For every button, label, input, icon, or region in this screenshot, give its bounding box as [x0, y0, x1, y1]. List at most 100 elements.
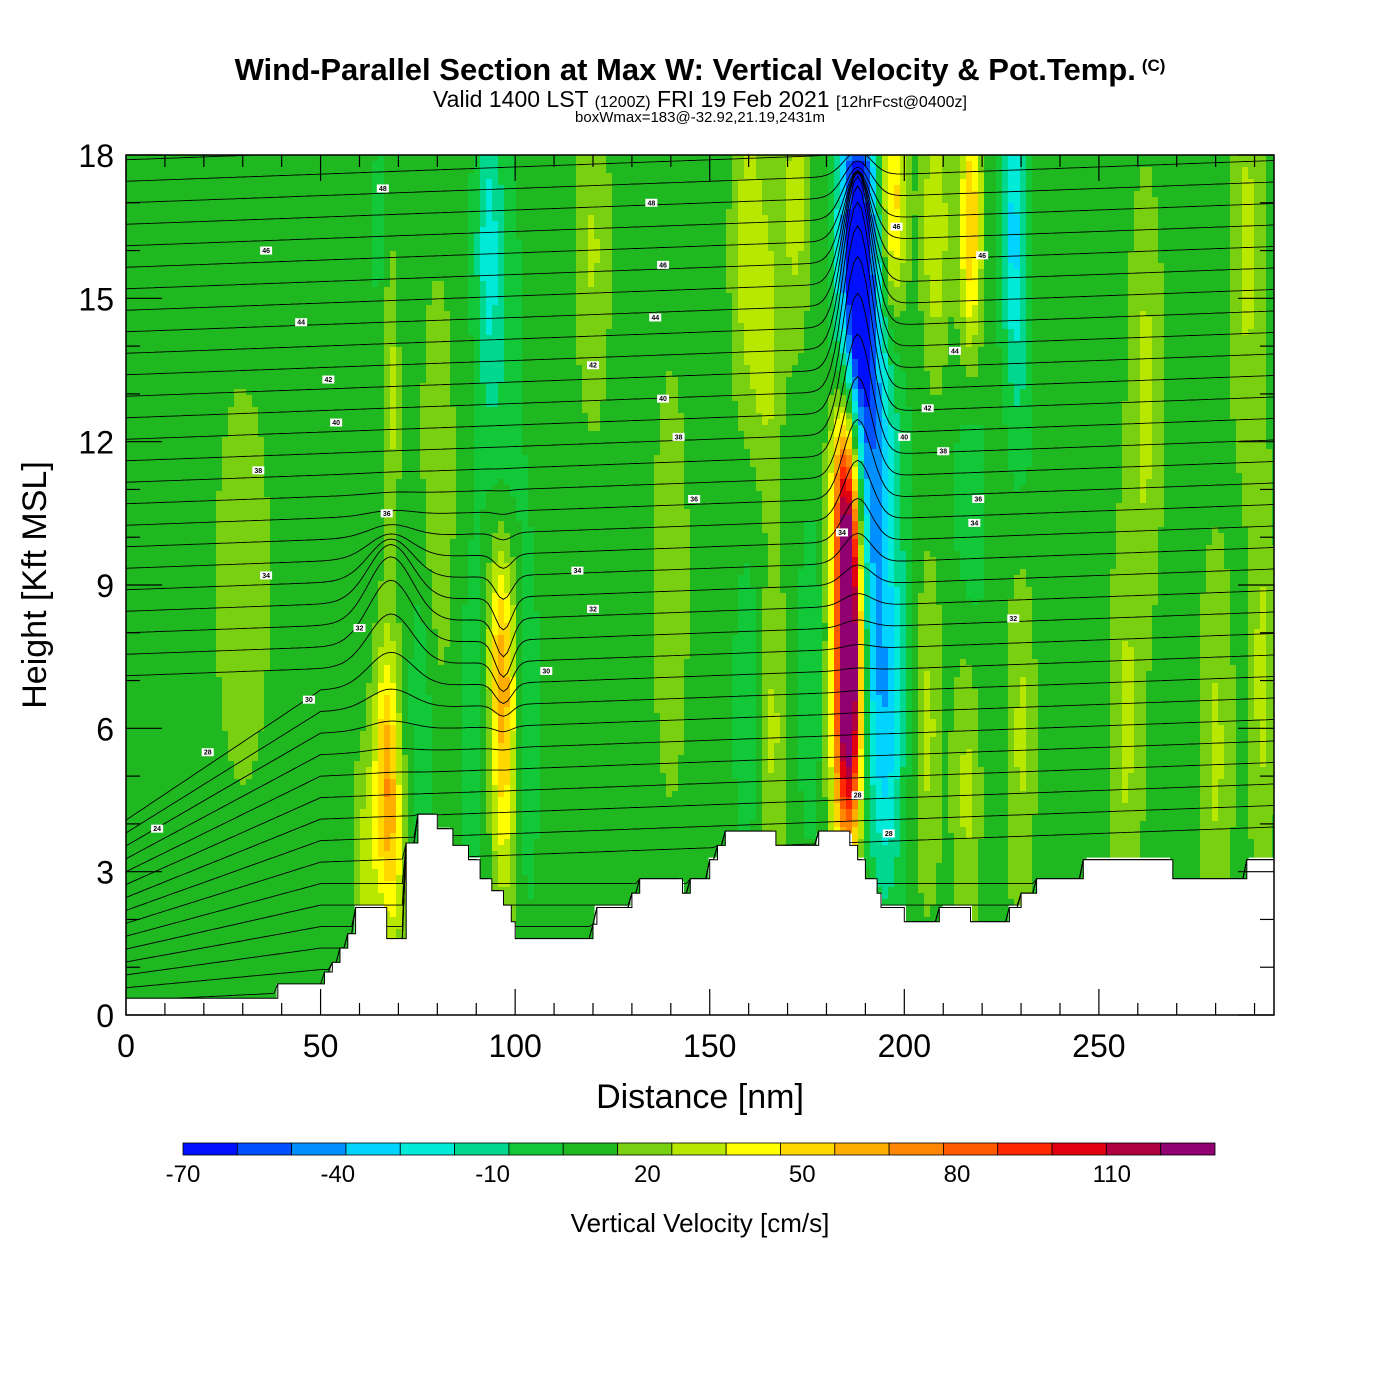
w-cell — [894, 203, 901, 210]
w-cell — [474, 185, 481, 192]
w-cell — [1206, 299, 1213, 306]
w-cell — [894, 197, 901, 204]
w-cell — [486, 305, 493, 312]
w-cell — [936, 251, 943, 258]
w-cell — [1074, 191, 1081, 198]
w-cell — [330, 197, 337, 204]
w-cell — [1248, 305, 1255, 312]
w-cell — [966, 203, 973, 210]
w-cell — [1134, 233, 1141, 240]
w-cell — [582, 209, 589, 216]
w-cell — [1242, 251, 1249, 258]
w-cell — [1242, 305, 1249, 312]
w-cell — [1248, 233, 1255, 240]
w-cell — [1032, 221, 1039, 228]
w-cell — [1128, 161, 1135, 168]
w-cell — [222, 257, 229, 264]
w-cell — [390, 155, 397, 162]
w-cell — [636, 239, 643, 246]
w-cell — [906, 167, 913, 174]
w-cell — [702, 167, 709, 174]
w-cell — [690, 221, 697, 228]
w-cell — [1200, 275, 1207, 282]
w-cell — [900, 287, 907, 294]
w-cell — [1068, 197, 1075, 204]
w-cell — [306, 251, 313, 258]
w-cell — [762, 257, 769, 264]
w-cell — [744, 293, 751, 300]
w-cell — [606, 305, 613, 312]
w-cell — [624, 209, 631, 216]
w-cell — [834, 155, 841, 162]
w-cell — [918, 197, 925, 204]
w-cell — [900, 215, 907, 222]
w-cell — [1224, 281, 1231, 288]
w-cell — [1050, 305, 1057, 312]
w-cell — [306, 197, 313, 204]
w-cell — [714, 167, 721, 174]
w-cell — [774, 287, 781, 294]
w-cell — [486, 197, 493, 204]
w-cell — [708, 263, 715, 270]
w-cell — [888, 203, 895, 210]
w-cell — [822, 227, 829, 234]
w-cell — [726, 305, 733, 312]
w-cell — [462, 257, 469, 264]
w-cell — [732, 173, 739, 180]
w-cell — [648, 305, 655, 312]
w-cell — [900, 245, 907, 252]
w-cell — [1116, 191, 1123, 198]
w-cell — [1200, 209, 1207, 216]
w-cell — [732, 227, 739, 234]
w-cell — [348, 239, 355, 246]
w-cell — [720, 203, 727, 210]
w-cell — [1026, 155, 1033, 162]
w-cell — [174, 257, 181, 264]
w-cell — [324, 281, 331, 288]
w-cell — [666, 293, 673, 300]
w-cell — [756, 263, 763, 270]
w-cell — [474, 191, 481, 198]
w-cell — [444, 221, 451, 228]
w-cell — [366, 245, 373, 252]
w-cell — [642, 209, 649, 216]
w-cell — [780, 161, 787, 168]
w-cell — [1164, 209, 1171, 216]
w-cell — [894, 167, 901, 174]
w-cell — [1008, 179, 1015, 186]
w-cell — [624, 299, 631, 306]
w-cell — [888, 239, 895, 246]
w-cell — [966, 185, 973, 192]
w-cell — [378, 275, 385, 282]
w-cell — [696, 269, 703, 276]
w-cell — [1026, 263, 1033, 270]
w-cell — [774, 191, 781, 198]
w-cell — [408, 203, 415, 210]
w-cell — [258, 167, 265, 174]
w-cell — [426, 299, 433, 306]
w-cell — [708, 239, 715, 246]
w-cell — [900, 269, 907, 276]
w-cell — [300, 263, 307, 270]
w-cell — [480, 185, 487, 192]
w-cell — [1122, 257, 1129, 264]
w-cell — [540, 179, 547, 186]
w-cell — [720, 275, 727, 282]
w-cell — [1080, 191, 1087, 198]
w-cell — [588, 305, 595, 312]
w-cell — [444, 179, 451, 186]
w-cell — [522, 287, 529, 294]
w-cell — [330, 227, 337, 234]
w-cell — [924, 269, 931, 276]
w-cell — [1272, 221, 1279, 228]
w-cell — [1200, 155, 1207, 162]
w-cell — [894, 239, 901, 246]
w-cell — [312, 239, 319, 246]
w-cell — [1116, 263, 1123, 270]
w-cell — [366, 293, 373, 300]
w-cell — [942, 239, 949, 246]
w-cell — [444, 287, 451, 294]
w-cell — [630, 197, 637, 204]
w-cell — [294, 275, 301, 282]
w-cell — [990, 215, 997, 222]
